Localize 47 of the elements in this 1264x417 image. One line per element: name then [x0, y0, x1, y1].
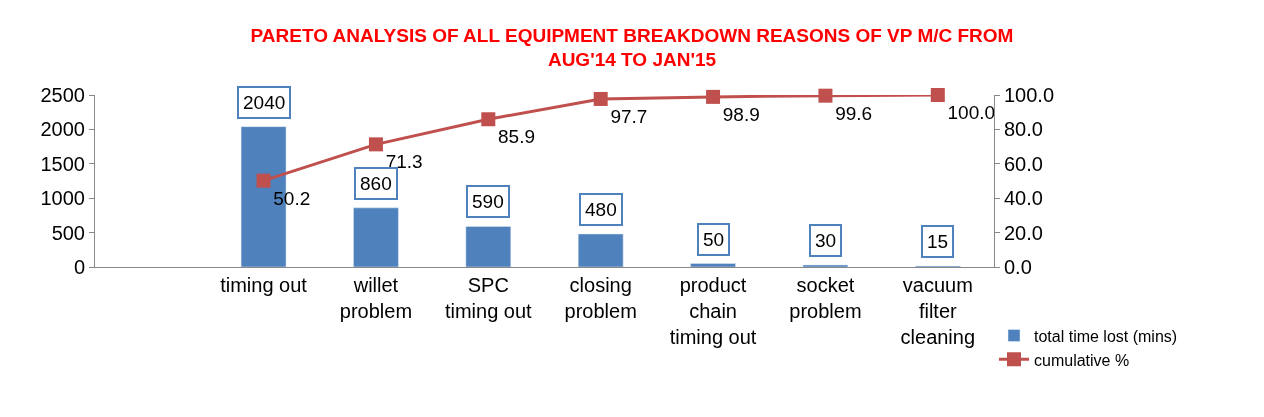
data-label: 590: [472, 191, 504, 212]
x-tick-label: product chain timing out: [669, 274, 757, 348]
x-tick-label: SPC timing out: [444, 274, 533, 322]
data-label: 30: [815, 230, 837, 251]
bar: [353, 207, 399, 267]
y-tick-label: 2000: [40, 118, 85, 141]
data-label: 99.6: [835, 102, 873, 124]
x-tick-label: socket problem: [789, 274, 862, 322]
x-tick-label: willet problem: [339, 274, 413, 322]
data-label: 100.0: [947, 102, 996, 123]
point: [256, 173, 271, 188]
data-label: 480: [585, 199, 617, 220]
y2-tick-label: 60.0: [1004, 152, 1043, 175]
x-tick-label: closing problem: [564, 274, 637, 322]
data-label: 860: [360, 173, 392, 194]
data-label: 97.7: [610, 105, 648, 127]
x-tick-label: timing out: [220, 274, 308, 296]
y-tick-label: 1500: [40, 152, 85, 175]
data-label: 85.9: [498, 126, 536, 148]
y-tick-label: 500: [51, 221, 85, 244]
bar: [690, 263, 736, 267]
y2-tick-label: 80.0: [1004, 118, 1043, 141]
y2-tick-label: 0.0: [1004, 256, 1032, 278]
y-tick-label: 1000: [40, 187, 85, 210]
y2-tick-label: 100.0: [1004, 84, 1055, 106]
point: [481, 112, 496, 127]
y2-tick-label: 40.0: [1004, 187, 1043, 210]
legend-label: total time lost (mins): [1034, 327, 1178, 345]
data-label: 15: [927, 231, 949, 252]
data-label: 50: [703, 229, 725, 250]
legend-label: cumulative %: [1034, 351, 1130, 369]
data-label: 2040: [243, 92, 286, 113]
bar: [465, 226, 512, 267]
data-label: 98.9: [722, 103, 760, 125]
x-tick-label: vacuum filter cleaning: [900, 274, 976, 348]
chart-title: PARETO ANALYSIS OF ALL EQUIPMENT BREAKDOWN REASONS OF VP M/C FROM AUG'14 TO JAN'15: [250, 24, 1014, 71]
y2-tick-label: 20.0: [1004, 221, 1043, 244]
y-tick-label: 2500: [40, 84, 85, 106]
bar: [802, 264, 849, 267]
data-label: 71.3: [385, 151, 423, 173]
bar: [577, 233, 624, 267]
point: [930, 88, 945, 102]
point: [818, 88, 833, 103]
point: [706, 89, 721, 104]
y-tick-label: 0: [73, 256, 85, 278]
point: [368, 137, 383, 152]
point: [593, 91, 608, 106]
